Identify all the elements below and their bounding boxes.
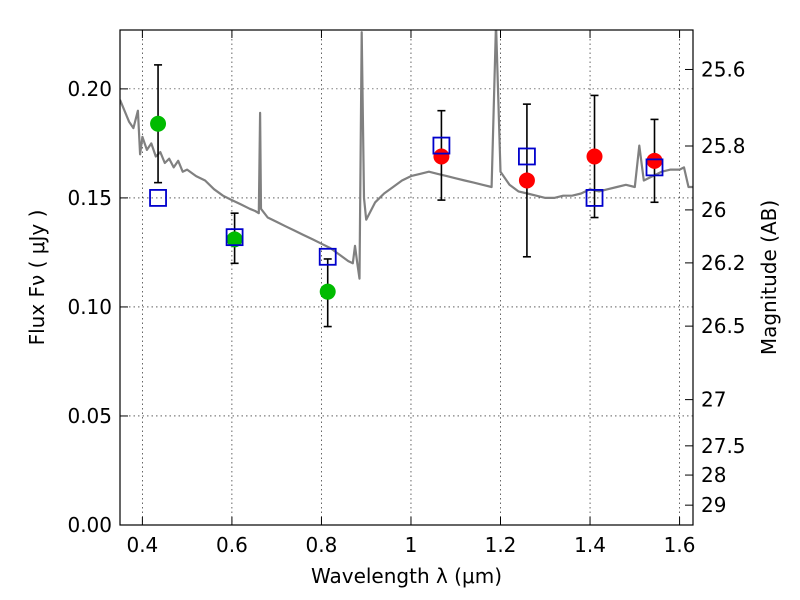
x-tick-label: 0.8 xyxy=(306,533,338,557)
x-tick-label: 1.2 xyxy=(485,533,517,557)
x-axis-ticks: 0.4 0.6 0.8 1 1.2 1.4 1.6 xyxy=(126,30,695,557)
data-point-square xyxy=(149,189,167,207)
data-point-circle xyxy=(319,283,336,300)
photometry-markers xyxy=(149,115,664,300)
y2-tick-label: 27.5 xyxy=(701,434,746,458)
y2-tick-label: 27 xyxy=(701,388,726,412)
model-spectrum xyxy=(120,30,693,280)
y2-axis-ticks: 25.6 25.8 26 26.2 26.5 27 27.5 28 29 xyxy=(685,57,746,517)
y-tick-label: 0.15 xyxy=(67,186,112,210)
grid-lines xyxy=(120,30,693,526)
data-point-circle xyxy=(518,172,535,189)
y2-tick-label: 25.8 xyxy=(701,134,746,158)
y2-axis-label: Magnitude (AB) xyxy=(757,200,781,355)
y-tick-label: 0.05 xyxy=(67,404,112,428)
y2-tick-label: 25.6 xyxy=(701,57,746,81)
data-point-circle xyxy=(433,148,450,165)
x-tick-label: 1 xyxy=(405,533,418,557)
x-tick-label: 1.4 xyxy=(574,533,606,557)
y-axis-label: Flux Fν ( μJy ) xyxy=(25,210,49,346)
error-bars xyxy=(154,64,659,328)
y2-tick-label: 28 xyxy=(701,463,726,487)
y2-tick-label: 26.2 xyxy=(701,251,746,275)
x-tick-label: 1.6 xyxy=(664,533,696,557)
y-tick-label: 0.00 xyxy=(67,513,112,537)
y2-tick-label: 26 xyxy=(701,198,726,222)
spectrum-line xyxy=(120,30,693,280)
data-point-circle xyxy=(646,152,663,169)
data-point-square xyxy=(518,147,536,166)
y-tick-label: 0.10 xyxy=(67,295,112,319)
data-point-square xyxy=(645,158,664,177)
data-point-square xyxy=(585,189,604,207)
plot-frame xyxy=(119,29,694,526)
y2-tick-label: 29 xyxy=(701,493,726,517)
x-tick-label: 0.6 xyxy=(216,533,248,557)
x-axis-label: Wavelength λ (μm) xyxy=(311,564,502,588)
y-tick-label: 0.20 xyxy=(67,77,112,101)
data-point-circle xyxy=(586,148,603,165)
data-point-square xyxy=(225,228,244,247)
data-point-circle xyxy=(150,115,167,132)
data-point-square xyxy=(432,136,451,155)
x-tick-label: 0.4 xyxy=(126,533,158,557)
y2-tick-label: 26.5 xyxy=(701,314,746,338)
y-axis-ticks: 0.00 0.05 0.10 0.15 0.20 xyxy=(67,77,128,537)
data-point-square xyxy=(318,247,337,266)
